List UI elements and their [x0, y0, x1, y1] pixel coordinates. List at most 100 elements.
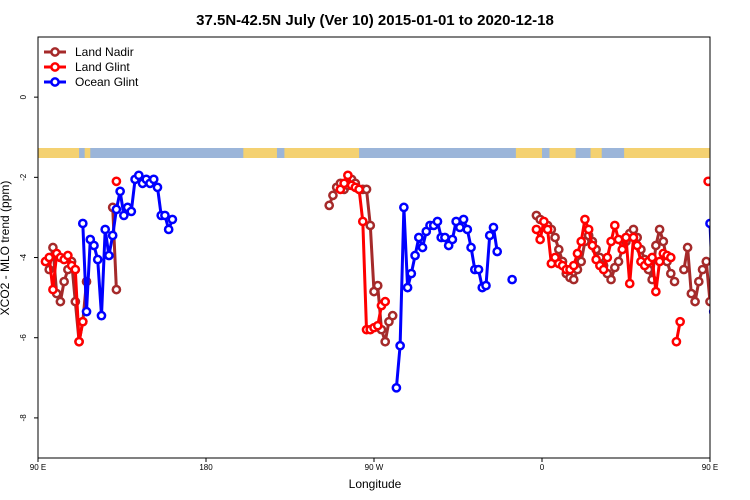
data-point [92, 254, 103, 265]
data-point [48, 284, 58, 295]
data-point [447, 234, 458, 245]
map-ocean [38, 148, 710, 158]
series-land-glint [40, 170, 710, 347]
data-point [55, 296, 66, 307]
data-point [621, 232, 631, 243]
data-point [598, 264, 609, 275]
data-point [682, 242, 693, 253]
data-point [111, 284, 122, 295]
x-tick-label: 90 W [365, 463, 384, 472]
data-point [705, 218, 710, 229]
series-layer [40, 170, 710, 393]
data-point [488, 222, 499, 233]
data-point [81, 306, 92, 317]
data-point [119, 210, 129, 221]
data-point [406, 268, 417, 279]
data-point [148, 174, 159, 185]
map-land-patch [549, 148, 576, 158]
data-point [484, 230, 495, 241]
legend-marker [50, 47, 60, 57]
data-point [671, 336, 682, 347]
data-point [343, 170, 353, 181]
data-point [372, 280, 383, 291]
data-point [583, 224, 594, 235]
data-point [432, 216, 443, 227]
data-point [339, 178, 349, 189]
legend-marker [50, 62, 60, 72]
data-point [77, 316, 88, 327]
data-point [507, 274, 517, 285]
data-point [675, 316, 685, 327]
data-point [492, 246, 503, 257]
x-axis: 90 E 180 90 W 0 90 E [30, 458, 718, 472]
data-point [550, 232, 560, 243]
data-point [679, 264, 689, 275]
data-point [107, 230, 118, 241]
data-point [167, 214, 178, 225]
data-point [628, 224, 639, 235]
data-point [665, 268, 676, 279]
data-point [481, 280, 491, 291]
data-point [473, 264, 484, 275]
data-point [440, 232, 450, 243]
chart-title: 37.5N-42.5N July (Ver 10) 2015-01-01 to … [196, 12, 554, 29]
data-point [77, 218, 88, 229]
data-point [402, 282, 413, 293]
data-point [576, 236, 587, 247]
map-land-patch [84, 148, 91, 158]
data-point [399, 202, 409, 213]
legend-marker [50, 77, 60, 87]
map-land-patch [284, 148, 360, 158]
map-land-patch [590, 148, 602, 158]
data-point [686, 288, 697, 299]
data-point [690, 296, 700, 307]
data-point [111, 176, 122, 187]
y-axis-label: XCO2 - MLO trend (ppm) [0, 181, 12, 316]
data-point [535, 234, 545, 245]
y-tick-label: -4 [19, 253, 28, 261]
data-point [387, 310, 398, 321]
data-point [539, 216, 549, 227]
data-point [380, 296, 391, 307]
data-point [324, 200, 335, 211]
data-point [111, 204, 122, 215]
data-point [553, 244, 564, 255]
data-point [70, 264, 81, 275]
y-tick-label: -6 [19, 334, 28, 342]
world-map-strip [38, 148, 710, 158]
x-tick-label: 0 [540, 463, 545, 472]
data-point [44, 252, 55, 263]
data-point [357, 216, 368, 227]
data-point [572, 248, 583, 259]
data-point [613, 234, 624, 245]
data-point [628, 232, 639, 243]
data-point [328, 190, 338, 201]
x-tick-label: 90 E [702, 463, 718, 472]
data-point [63, 250, 73, 261]
data-point [365, 220, 376, 231]
data-point [413, 232, 424, 243]
data-point [701, 256, 710, 267]
data-point [380, 336, 391, 347]
data-point [542, 224, 553, 235]
y-tick-label: 0 [19, 94, 28, 99]
data-point [658, 236, 669, 247]
data-point [651, 240, 661, 251]
data-point [606, 274, 616, 285]
data-point [632, 240, 643, 251]
data-point [576, 256, 587, 267]
data-point [160, 210, 170, 221]
data-point [602, 252, 613, 263]
data-point [624, 278, 635, 289]
data-point [568, 260, 579, 271]
data-point [372, 320, 383, 331]
data-point [606, 236, 616, 247]
data-point [391, 382, 402, 393]
data-point [100, 224, 111, 235]
legend-entry: Land Glint [75, 60, 130, 74]
data-point [651, 286, 661, 297]
data-point [669, 276, 680, 287]
data-point [705, 296, 710, 307]
data-point [647, 252, 657, 263]
map-land-patch [515, 148, 542, 158]
